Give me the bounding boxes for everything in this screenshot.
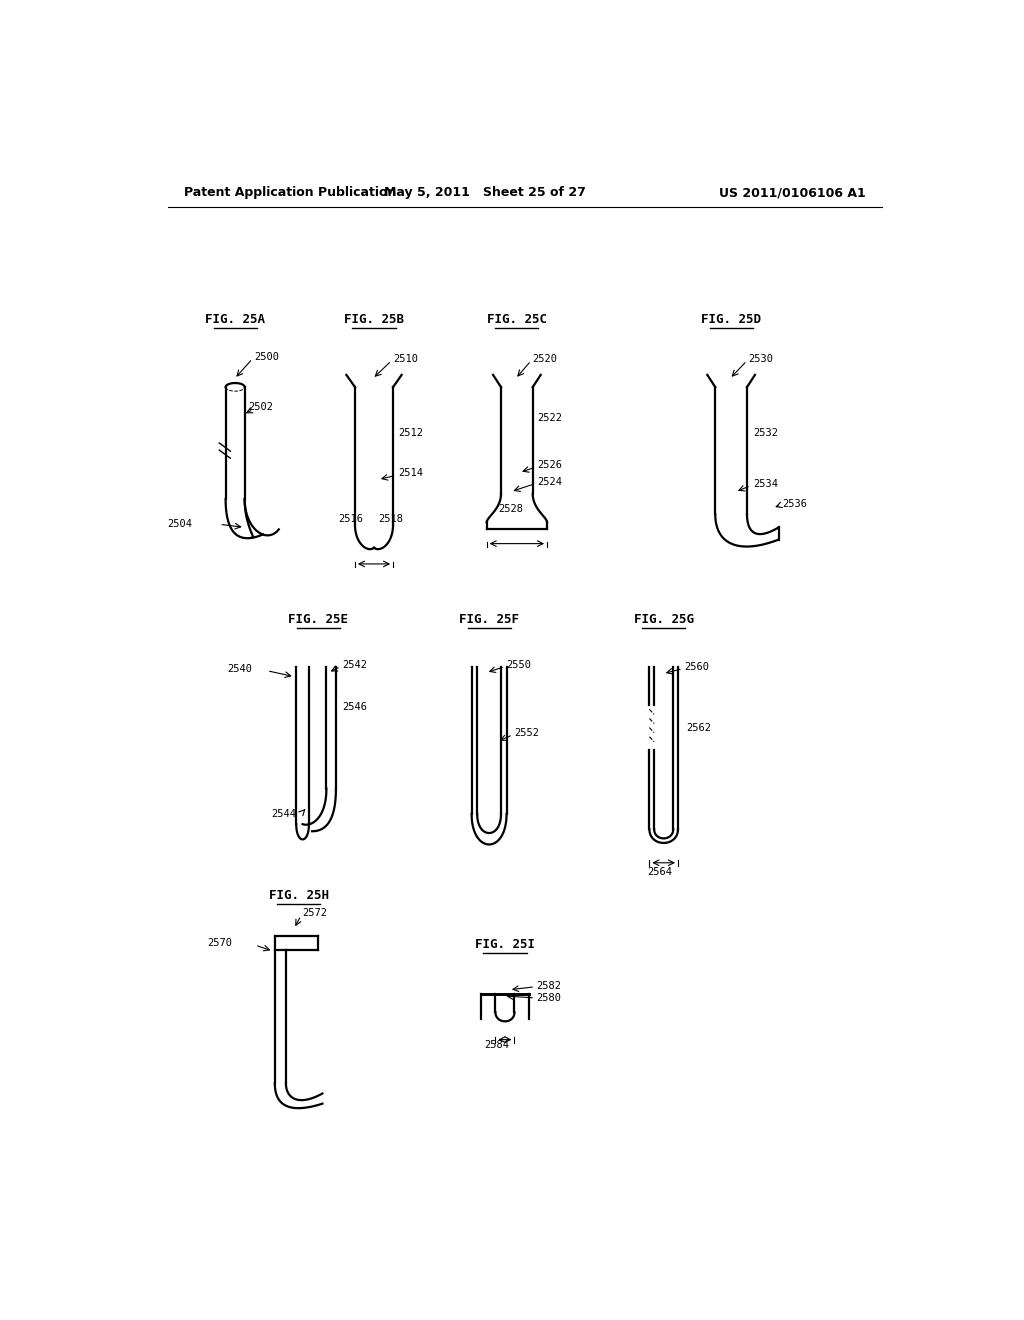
Text: 2502: 2502: [248, 403, 272, 412]
Text: Patent Application Publication: Patent Application Publication: [183, 186, 396, 199]
Text: FIG. 25F: FIG. 25F: [459, 612, 519, 626]
Text: 2540: 2540: [227, 664, 252, 673]
Text: FIG. 25G: FIG. 25G: [634, 612, 693, 626]
Text: FIG. 25D: FIG. 25D: [701, 313, 761, 326]
Text: 2514: 2514: [397, 469, 423, 478]
Text: 2518: 2518: [378, 515, 403, 524]
Text: FIG. 25C: FIG. 25C: [486, 313, 547, 326]
Text: 2572: 2572: [303, 908, 328, 917]
Text: 2552: 2552: [514, 727, 540, 738]
Text: 2550: 2550: [507, 660, 531, 669]
Text: 2534: 2534: [754, 479, 778, 488]
Text: 2536: 2536: [782, 499, 808, 510]
Text: 2532: 2532: [754, 428, 778, 438]
Text: 2580: 2580: [537, 993, 562, 1003]
Text: US 2011/0106106 A1: US 2011/0106106 A1: [719, 186, 866, 199]
Text: 2524: 2524: [538, 477, 562, 487]
Text: FIG. 25B: FIG. 25B: [344, 313, 404, 326]
Text: 2512: 2512: [397, 428, 423, 438]
Text: 2544: 2544: [270, 809, 296, 818]
Text: 2516: 2516: [338, 515, 364, 524]
Text: 2584: 2584: [484, 1040, 510, 1049]
Text: 2510: 2510: [393, 354, 418, 363]
Text: 2560: 2560: [684, 661, 710, 672]
Text: 2500: 2500: [254, 351, 280, 362]
Text: 2530: 2530: [749, 354, 773, 363]
Text: 2522: 2522: [538, 413, 562, 422]
Text: May 5, 2011   Sheet 25 of 27: May 5, 2011 Sheet 25 of 27: [384, 186, 586, 199]
Text: FIG. 25I: FIG. 25I: [475, 939, 535, 952]
Text: FIG. 25E: FIG. 25E: [289, 612, 348, 626]
Text: FIG. 25H: FIG. 25H: [268, 890, 329, 903]
Text: FIG. 25A: FIG. 25A: [205, 313, 265, 326]
Text: 2528: 2528: [498, 504, 523, 513]
Text: 2546: 2546: [342, 702, 368, 713]
Text: 2570: 2570: [207, 939, 232, 948]
Text: 2526: 2526: [538, 461, 562, 470]
Text: 2504: 2504: [168, 519, 193, 529]
Text: 2564: 2564: [647, 867, 672, 876]
Text: 2562: 2562: [686, 722, 711, 733]
Text: 2582: 2582: [537, 981, 562, 991]
Text: 2520: 2520: [532, 354, 558, 363]
Text: 2542: 2542: [342, 660, 368, 669]
